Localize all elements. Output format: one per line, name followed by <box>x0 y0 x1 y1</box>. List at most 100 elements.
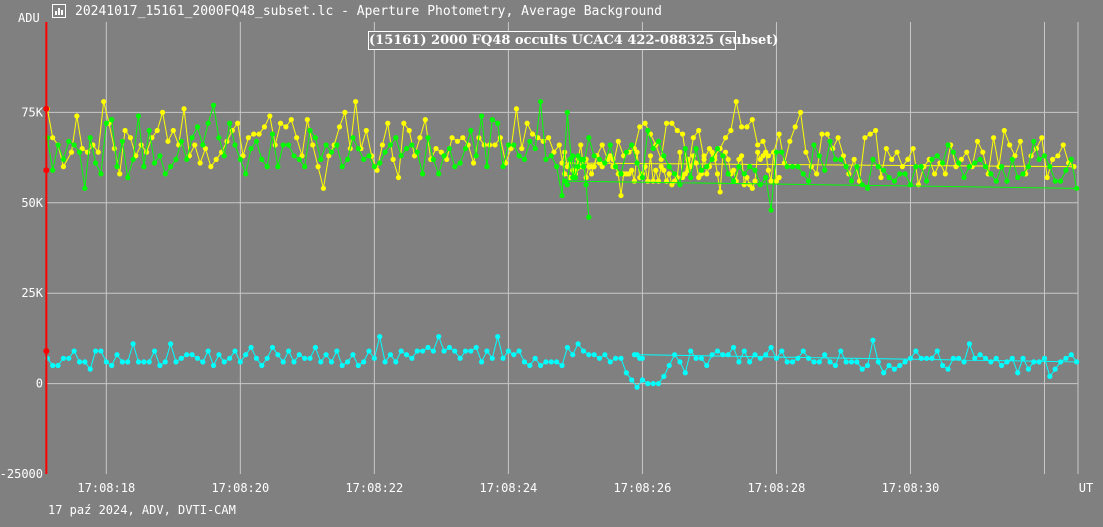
data-point <box>897 362 903 369</box>
data-point <box>564 182 570 188</box>
cursor-marker <box>43 105 50 112</box>
x-tick-label: 17:08:26 <box>614 481 672 495</box>
data-point <box>881 370 887 376</box>
data-point <box>235 120 241 126</box>
data-point <box>291 153 297 159</box>
data-point <box>688 174 694 181</box>
data-point <box>130 156 136 163</box>
data-point <box>264 164 270 170</box>
data-point <box>1047 164 1053 170</box>
data-point <box>744 174 750 181</box>
data-point <box>575 153 581 159</box>
data-point <box>953 164 959 170</box>
data-point <box>417 135 423 141</box>
data-point <box>505 348 511 354</box>
y-tick-label: 0 <box>36 377 43 391</box>
data-point <box>280 142 286 148</box>
data-point <box>655 381 662 387</box>
data-point <box>671 352 678 358</box>
data-point <box>680 131 686 137</box>
data-point <box>881 167 887 173</box>
data-point <box>1044 174 1050 181</box>
data-point <box>545 135 552 141</box>
data-point <box>210 362 217 369</box>
data-point <box>613 355 619 361</box>
data-point <box>457 355 463 361</box>
data-point <box>50 362 56 369</box>
x-tick-label: 17:08:22 <box>345 481 403 495</box>
data-point <box>816 359 822 365</box>
data-point <box>720 153 726 159</box>
data-point <box>736 164 742 170</box>
data-point <box>253 138 260 144</box>
data-point <box>1025 366 1032 372</box>
data-point <box>208 164 214 170</box>
data-point <box>66 355 72 361</box>
data-point <box>98 348 104 354</box>
data-point <box>95 149 101 155</box>
data-point <box>205 348 211 354</box>
series-line <box>46 101 1076 196</box>
data-point <box>704 164 710 170</box>
data-point <box>599 142 605 148</box>
data-point <box>634 149 640 155</box>
data-point <box>1063 167 1069 173</box>
data-point <box>243 352 249 358</box>
data-point <box>956 355 962 361</box>
data-point <box>789 164 796 170</box>
data-point <box>79 145 85 152</box>
data-point <box>409 142 415 148</box>
data-point <box>468 127 474 134</box>
data-point <box>1047 373 1053 379</box>
data-point <box>382 149 388 155</box>
data-point <box>602 160 608 166</box>
data-point <box>663 120 670 126</box>
data-point <box>227 120 233 126</box>
data-point <box>682 370 688 376</box>
data-point <box>1031 138 1037 144</box>
data-point <box>741 171 747 177</box>
data-point <box>583 174 589 181</box>
data-point <box>599 164 605 170</box>
data-point <box>473 344 479 351</box>
data-point <box>966 341 973 347</box>
data-point <box>738 153 745 159</box>
data-point <box>873 127 879 134</box>
data-point <box>291 359 297 365</box>
data-point <box>811 142 817 148</box>
data-point <box>377 160 383 166</box>
data-point <box>390 156 396 163</box>
x-tick-label: 17:08:30 <box>882 481 940 495</box>
data-point <box>511 352 517 358</box>
data-point <box>516 153 522 159</box>
data-point <box>760 153 766 159</box>
chart-title: (15161) 2000 FQ48 occults UCAC4 422-0883… <box>368 31 779 50</box>
data-point <box>532 355 538 361</box>
data-point <box>615 138 621 144</box>
data-point <box>189 135 195 141</box>
data-point <box>988 171 994 177</box>
data-point <box>328 149 335 155</box>
data-point <box>931 171 938 177</box>
data-point <box>602 352 608 358</box>
data-point <box>521 359 528 365</box>
data-point <box>318 359 324 365</box>
data-point <box>489 117 495 123</box>
title-bar: 20241017_15161_2000FQ48_subset.lc - Aper… <box>0 0 1103 22</box>
lightcurve-app-icon[interactable] <box>52 4 66 18</box>
data-point <box>387 142 394 148</box>
y-tick-label: -25000 <box>0 467 43 481</box>
data-point <box>339 164 345 170</box>
data-point <box>393 359 399 365</box>
data-point <box>950 355 956 361</box>
data-point <box>294 135 300 141</box>
data-point <box>436 333 442 340</box>
data-point <box>709 149 715 155</box>
data-point <box>923 178 930 184</box>
data-point <box>275 164 281 170</box>
data-point <box>883 145 889 152</box>
data-point <box>626 171 632 177</box>
data-point <box>1055 153 1061 159</box>
data-point <box>76 149 83 155</box>
